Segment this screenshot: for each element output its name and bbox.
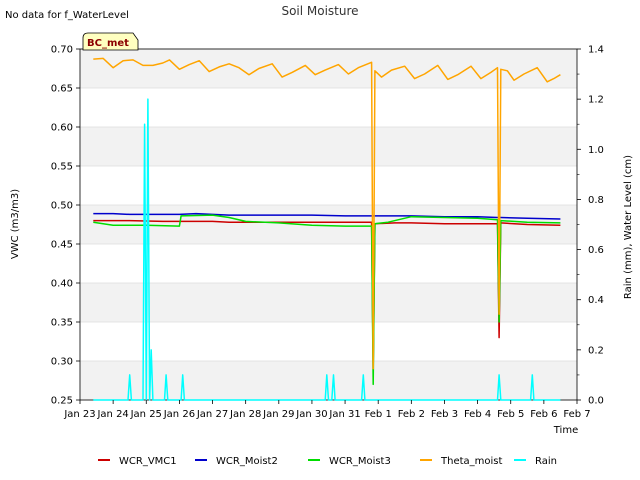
background-bands xyxy=(80,49,577,400)
y-tick-label: 0.40 xyxy=(51,279,73,290)
background-band xyxy=(80,205,577,244)
x-tick-label: Jan 25 xyxy=(130,409,162,420)
y-tick-label: 0.30 xyxy=(51,357,73,368)
gridlines xyxy=(80,48,577,401)
y-tick-label: 0.25 xyxy=(51,396,73,407)
y-tick-label: 0.70 xyxy=(51,45,73,56)
x-tick-label: Feb 3 xyxy=(431,409,458,420)
x-tick-label: Jan 23 xyxy=(63,409,95,420)
x-tick-label: Feb 6 xyxy=(530,409,557,420)
y2-axis-title: Rain (mm), Water Level (cm) xyxy=(623,155,634,299)
series-line-rain xyxy=(93,98,561,401)
station-badge-label: BC_met xyxy=(87,38,129,49)
legend: WCR_VMC1 WCR_Moist2 WCR_Moist3 Theta_moist R… xyxy=(98,456,557,467)
x-tick-label: Jan 29 xyxy=(262,409,294,420)
y2-tick-label: 1.0 xyxy=(588,145,604,156)
y-axis-ticks: 0.25 0.30 0.35 0.40 0.45 0.50 0.55 0.60 0.65 0.70 xyxy=(51,45,80,407)
series-line-wcr-moist2 xyxy=(93,212,561,220)
y-tick-label: 0.35 xyxy=(51,318,73,329)
legend-label-wcr-vmc1: WCR_VMC1 xyxy=(119,456,177,467)
series-line-theta-moist xyxy=(93,57,561,370)
x-tick-label: Feb 4 xyxy=(464,409,491,420)
y2-tick-label: 1.4 xyxy=(588,45,604,56)
legend-label-wcr-moist2: WCR_Moist2 xyxy=(216,456,278,467)
x-axis-title: Time xyxy=(553,425,578,436)
y2-tick-label: 0.0 xyxy=(588,396,604,407)
y2-tick-label: 0.2 xyxy=(588,345,604,356)
x-tick-label: Feb 5 xyxy=(497,409,524,420)
x-tick-label: Jan 28 xyxy=(229,409,261,420)
y-tick-label: 0.45 xyxy=(51,240,73,251)
legend-label-wcr-moist3: WCR_Moist3 xyxy=(329,456,391,467)
chart-title: Soil Moisture xyxy=(281,4,358,18)
legend-label-rain: Rain xyxy=(535,456,557,467)
y-axis-title: VWC (m3/m3) xyxy=(10,189,21,259)
legend-label-theta-moist: Theta_moist xyxy=(440,456,502,467)
x-tick-label: Jan 26 xyxy=(163,409,195,420)
y-tick-label: 0.60 xyxy=(51,123,73,134)
y2-tick-label: 1.2 xyxy=(588,95,604,106)
y2-tick-label: 0.4 xyxy=(588,295,604,306)
y-tick-label: 0.50 xyxy=(51,201,73,212)
no-data-note: No data for f_WaterLevel xyxy=(5,10,129,21)
y-tick-label: 0.55 xyxy=(51,162,73,173)
x-tick-label: Feb 7 xyxy=(563,409,590,420)
x-tick-label: Jan 31 xyxy=(328,409,360,420)
y2-axis-ticks: 0.0 0.2 0.4 0.6 0.8 1.0 1.2 1.4 xyxy=(577,45,604,407)
x-tick-label: Jan 30 xyxy=(295,409,327,420)
series-layer xyxy=(93,57,561,401)
y-tick-label: 0.65 xyxy=(51,84,73,95)
x-tick-label: Feb 2 xyxy=(398,409,425,420)
x-tick-label: Feb 1 xyxy=(365,409,392,420)
x-axis-ticks: Jan 23 Jan 24 Jan 25 Jan 26 Jan 27 Jan 28 Jan … xyxy=(63,400,591,420)
station-badge: BC_met xyxy=(82,32,139,51)
x-tick-label: Jan 27 xyxy=(196,409,228,420)
y2-tick-label: 0.8 xyxy=(588,195,604,206)
x-tick-label: Jan 24 xyxy=(96,409,128,420)
background-band xyxy=(80,127,577,166)
y2-tick-label: 0.6 xyxy=(588,245,604,256)
background-band xyxy=(80,283,577,322)
